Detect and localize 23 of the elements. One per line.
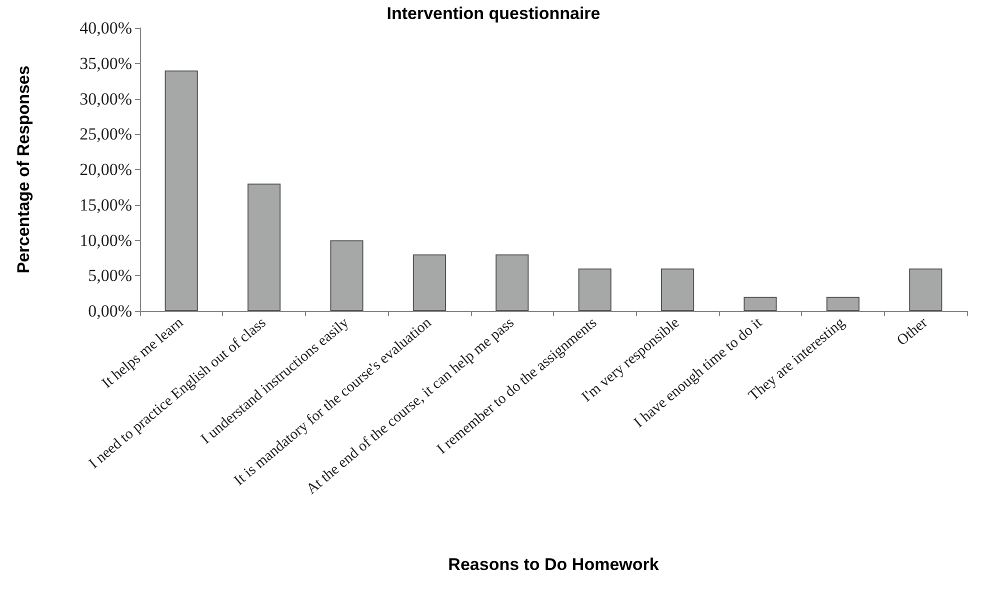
y-tick-label: 20,00%: [80, 160, 132, 179]
bar: [330, 240, 364, 311]
y-axis-title: Percentage of Responses: [14, 66, 33, 274]
bar: [661, 268, 694, 311]
y-tick-label: 5,00%: [88, 266, 132, 286]
bar: [164, 70, 198, 311]
bar: [578, 268, 612, 311]
bar: [248, 184, 281, 311]
y-tick-label: 0,00%: [88, 302, 132, 320]
bar: [412, 254, 446, 311]
bar: [496, 254, 529, 311]
bar: [909, 268, 942, 311]
x-tick-label: Other: [894, 314, 931, 350]
y-tick-label: 10,00%: [80, 230, 132, 250]
y-tick-label: 40,00%: [80, 18, 132, 38]
bar: [826, 296, 860, 311]
y-tick-label: 15,00%: [80, 195, 132, 214]
chart-title: Intervention questionnaire: [386, 4, 600, 23]
y-tick-label: 25,00%: [80, 124, 132, 144]
y-tick-label: 30,00%: [80, 89, 132, 108]
x-axis-title: Reasons to Do Homework: [448, 555, 660, 574]
y-tick-label: 35,00%: [80, 54, 132, 73]
bar: [744, 296, 777, 311]
